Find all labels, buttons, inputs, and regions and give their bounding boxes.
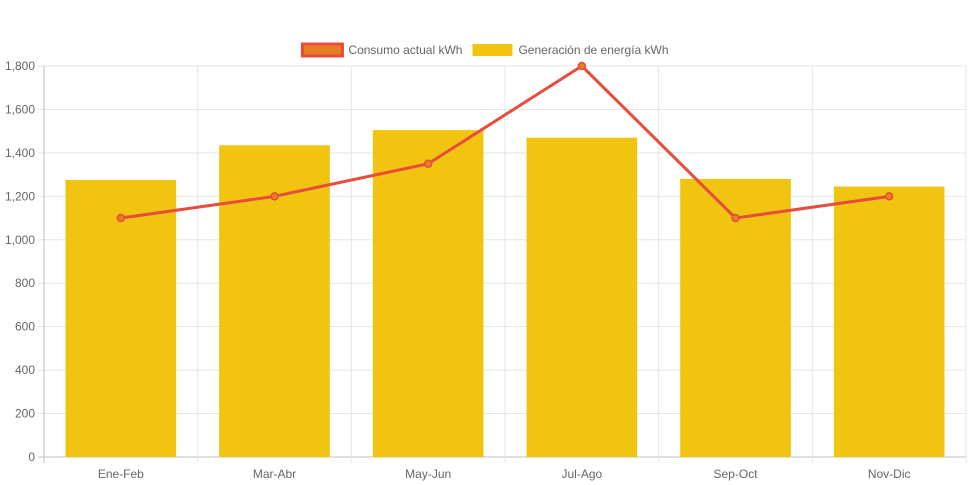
point-consumo[interactable] [577,61,587,71]
legend-label-consumo[interactable]: Consumo actual kWh [348,43,462,57]
point-consumo[interactable] [731,213,740,223]
y-tick-label: 0 [28,450,35,464]
legend: Consumo actual kWh Generación de energía… [300,42,669,58]
point-consumo[interactable] [884,192,894,201]
legend-label-generacion[interactable]: Generación de energía kWh [518,43,668,57]
bar-generacion[interactable] [833,186,945,457]
x-tick-label: Ene-Feb [98,467,144,481]
axes: 0 200 400 600 800 1,000 1,200 1,400 1,600 1,800 En… [5,59,911,481]
y-tick-label: 1,000 [5,233,35,247]
y-tick-label: 1,800 [5,59,35,73]
grid [38,65,967,463]
legend-swatch-consumo[interactable] [300,42,344,58]
x-tick-label: Nov-Dic [868,467,911,481]
bar-generacion[interactable] [219,145,330,457]
bar-generacion[interactable] [526,137,638,457]
y-tick-label: 400 [15,363,35,377]
y-tick-label: 600 [15,320,35,334]
x-tick-label: Sep-Oct [713,467,758,481]
y-tick-label: 200 [15,407,35,421]
point-consumo[interactable] [116,213,126,223]
y-tick-label: 1,200 [5,189,35,203]
line-consumo [120,64,890,220]
y-tick-label: 1,600 [5,102,35,116]
bars-layer [65,130,945,457]
bar-generacion[interactable] [372,130,484,457]
x-tick-label: Mar-Abr [253,467,296,481]
x-tick-label: May-Jun [405,467,451,481]
bar-generacion[interactable] [680,178,791,457]
point-consumo[interactable] [270,192,279,201]
line-layer [116,61,894,223]
point-consumo[interactable] [423,159,433,168]
x-tick-label: Jul-Ago [561,467,602,481]
y-tick-label: 1,400 [5,146,35,160]
y-tick-label: 800 [15,276,35,290]
bar-generacion[interactable] [65,180,177,457]
legend-swatch-generacion[interactable] [472,44,513,56]
